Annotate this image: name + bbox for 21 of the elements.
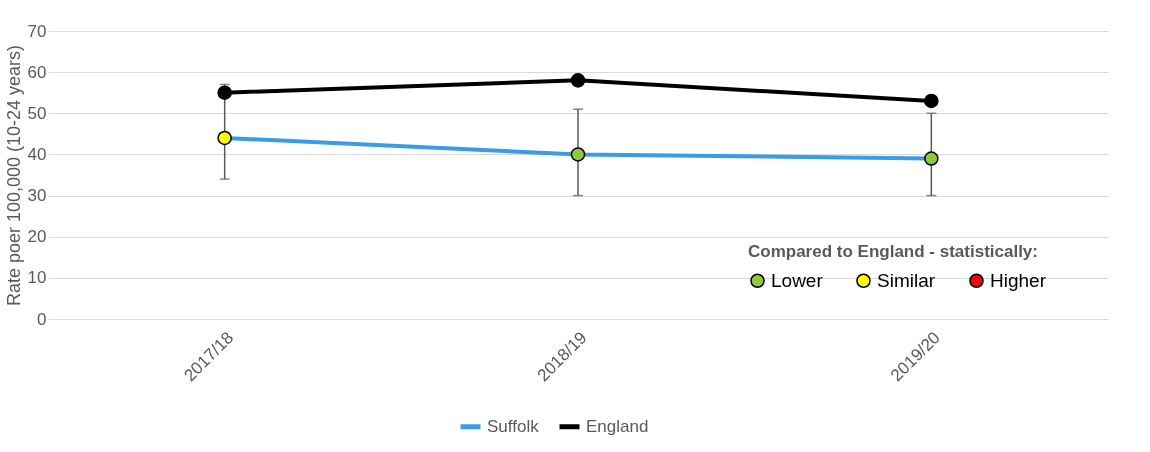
y-axis-title: Rate poer 100,000 (10-24 years) <box>3 44 24 307</box>
y-tick-label: 60 <box>27 62 47 82</box>
point <box>924 151 939 166</box>
legend-label: Suffolk <box>487 416 540 436</box>
point <box>217 130 232 146</box>
legend-title: Compared to England - statistically: <box>748 242 1038 261</box>
legend-label: Higher <box>990 269 1047 291</box>
point <box>924 93 939 109</box>
legend-label: England <box>586 416 649 436</box>
y-tick-label: 70 <box>27 21 47 41</box>
legend-label: Similar <box>877 269 936 291</box>
point <box>570 73 586 88</box>
y-tick-label: 30 <box>27 186 47 206</box>
legend-label: Lower <box>771 269 824 291</box>
y-tick-label: 10 <box>27 268 47 288</box>
point <box>217 85 232 100</box>
y-tick-label: 0 <box>37 309 47 329</box>
point <box>570 147 586 162</box>
y-tick-label: 20 <box>27 227 47 247</box>
y-tick-label: 50 <box>27 103 47 123</box>
y-tick-label: 40 <box>27 144 47 164</box>
